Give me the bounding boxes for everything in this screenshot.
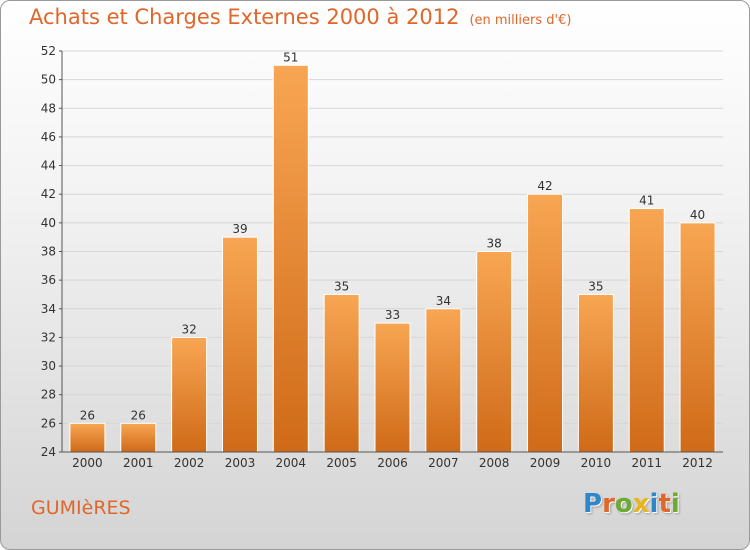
data-label-2008: 38	[487, 237, 502, 251]
bar-2008	[476, 251, 513, 453]
bar-2000	[69, 422, 106, 453]
logo-letter-4: i	[649, 489, 659, 519]
x-tick-label-2010: 2010	[581, 456, 612, 470]
x-tick-label-2002: 2002	[174, 456, 205, 470]
data-label-2003: 39	[232, 222, 247, 236]
bar-2002	[171, 336, 208, 453]
bar-2007	[425, 308, 462, 453]
y-tick-label: 38	[41, 245, 56, 259]
y-tick-label: 42	[41, 187, 56, 201]
x-tick-label-2003: 2003	[225, 456, 256, 470]
y-tick-label: 28	[41, 388, 56, 402]
x-tick-label-2007: 2007	[428, 456, 459, 470]
data-label-2005: 35	[334, 279, 349, 293]
y-tick-label: 24	[41, 445, 56, 459]
x-tick-label-2001: 2001	[123, 456, 154, 470]
y-tick-label: 52	[41, 44, 56, 58]
axes	[59, 50, 723, 453]
bars	[69, 64, 716, 453]
logo-letter-1: r	[602, 489, 615, 519]
bar-2003	[221, 236, 258, 453]
logo-letter-5: t	[658, 489, 671, 519]
y-tick-label: 48	[41, 101, 56, 115]
bar-2009	[527, 193, 564, 453]
logo-letter-6: i	[670, 489, 680, 519]
chart-title-text: Achats et Charges Externes 2000 à 2012	[29, 5, 460, 29]
x-tick-label-2006: 2006	[377, 456, 408, 470]
data-label-2009: 42	[537, 179, 552, 193]
bar-2012	[679, 222, 716, 453]
y-tick-label: 44	[41, 159, 56, 173]
data-label-2001: 26	[131, 408, 146, 422]
data-label-2007: 34	[436, 294, 451, 308]
data-label-2012: 40	[690, 208, 705, 222]
bar-2006	[374, 322, 411, 453]
data-label-2002: 32	[181, 322, 196, 336]
chart-unit-text: (en milliers d'€)	[469, 13, 572, 28]
bar-2001	[120, 422, 157, 453]
logo-letter-0: P	[583, 489, 603, 519]
bar-2011	[628, 208, 665, 453]
y-tick-label: 50	[41, 73, 56, 87]
data-label-2010: 35	[588, 279, 603, 293]
x-tick-label-2012: 2012	[682, 456, 713, 470]
x-tick-label-2005: 2005	[326, 456, 357, 470]
data-label-2011: 41	[639, 194, 654, 208]
proxiti-logo: Proxiti	[583, 489, 680, 519]
x-tick-label-2008: 2008	[479, 456, 510, 470]
data-label-2000: 26	[80, 408, 95, 422]
y-tick-label: 32	[41, 330, 56, 344]
y-tick-label: 34	[41, 302, 56, 316]
labels: 24 26 28 30 32 34 36 38 40 42 44 46 48 50 52 26 2000 26 20…	[41, 44, 713, 470]
logo-letter-3: x	[632, 489, 650, 519]
commune-name: GUMIèRES	[31, 497, 131, 519]
data-label-2006: 33	[385, 308, 400, 322]
y-tick-label: 36	[41, 273, 56, 287]
bar-2005	[323, 293, 360, 453]
logo-letter-2: o	[614, 489, 633, 519]
data-label-2004: 51	[283, 50, 298, 64]
y-tick-label: 30	[41, 359, 56, 373]
bar-2004	[272, 64, 309, 453]
x-tick-label-2004: 2004	[276, 456, 307, 470]
x-tick-label-2011: 2011	[631, 456, 662, 470]
y-tick-label: 46	[41, 130, 56, 144]
x-tick-label-2009: 2009	[530, 456, 561, 470]
y-tick-label: 26	[41, 416, 56, 430]
chart-title: Achats et Charges Externes 2000 à 2012 (e…	[29, 5, 571, 29]
x-tick-label-2000: 2000	[72, 456, 103, 470]
bar-2010	[577, 293, 614, 453]
y-tick-label: 40	[41, 216, 56, 230]
